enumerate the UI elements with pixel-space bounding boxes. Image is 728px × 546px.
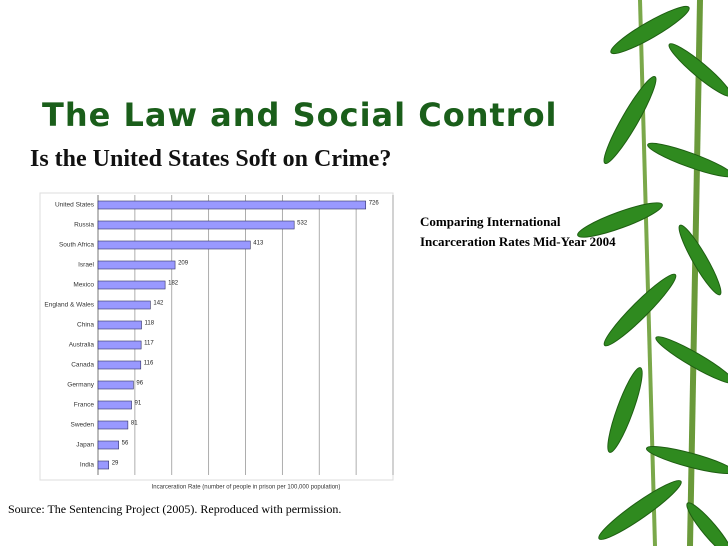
bar (97, 340, 142, 350)
bar (97, 440, 119, 450)
bar (97, 280, 166, 290)
y-tick-label: United States (55, 202, 95, 209)
y-tick-label: Australia (69, 342, 95, 349)
bar (97, 300, 151, 310)
data-label: 116 (144, 361, 154, 367)
y-tick-label: Canada (71, 362, 94, 369)
slide-subtitle: Is the United States Soft on Crime? (30, 146, 392, 172)
y-tick-label: India (80, 462, 94, 469)
y-tick-label: Sweden (71, 422, 95, 429)
slide-title: The Law and Social Control (42, 96, 558, 134)
data-label: 413 (253, 241, 264, 247)
bar (97, 240, 251, 250)
data-label: 209 (178, 261, 189, 267)
data-label: 56 (122, 441, 129, 447)
y-tick-label: Mexico (73, 282, 94, 289)
y-tick-label: China (77, 322, 94, 329)
y-tick-label: South Africa (59, 242, 94, 249)
bar (97, 260, 176, 270)
annotation: Comparing International Incarceration Ra… (420, 214, 616, 249)
chart-frame (39, 192, 394, 481)
bar (97, 400, 132, 410)
bar (97, 220, 295, 230)
bar (97, 320, 142, 330)
data-label: 118 (145, 321, 155, 327)
y-tick-label: Russia (74, 222, 94, 229)
data-label: 532 (297, 221, 308, 227)
x-axis-label: Incarceration Rate (number of people in … (152, 485, 341, 491)
data-label: 29 (112, 461, 119, 467)
data-label: 726 (369, 201, 380, 207)
data-label: 91 (135, 401, 142, 407)
bamboo-decoration (577, 0, 728, 546)
y-tick-label: Japan (76, 442, 94, 449)
y-tick-label: France (74, 402, 95, 409)
data-label: 182 (168, 281, 179, 287)
bar (97, 200, 367, 210)
bar (97, 380, 134, 390)
data-label: 81 (131, 421, 138, 427)
bar (97, 460, 109, 470)
bar (97, 420, 129, 430)
data-label: 117 (144, 341, 154, 347)
y-tick-label: Germany (67, 382, 94, 389)
bar (97, 360, 142, 370)
source: Source: The Sentencing Project (2005). R… (8, 502, 342, 516)
y-tick-label: Israel (78, 262, 94, 269)
data-label: 96 (136, 381, 143, 387)
data-label: 142 (153, 301, 164, 307)
y-tick-label: England & Wales (44, 302, 94, 309)
